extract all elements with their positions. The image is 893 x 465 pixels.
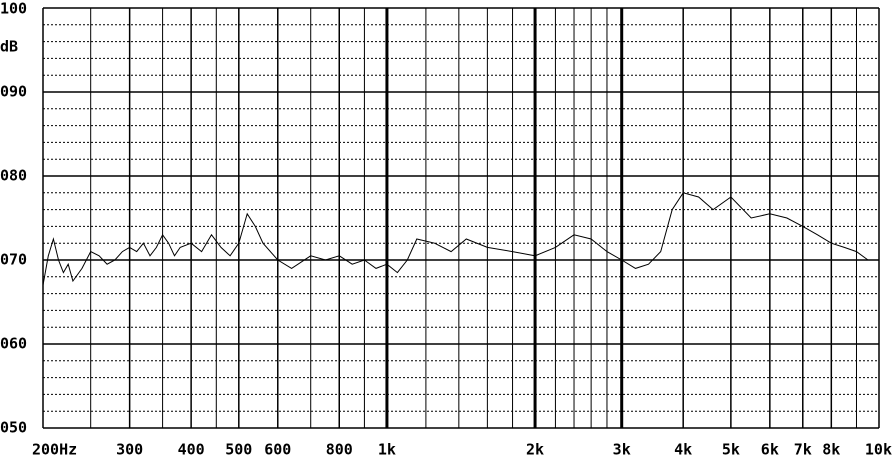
x-tick-label: 7k (794, 441, 812, 459)
y-tick-label: 070 (0, 251, 27, 269)
y-tick-label: 050 (0, 419, 27, 437)
response-curve (42, 192, 869, 286)
x-tick-label: 400 (178, 441, 205, 459)
x-tick-label: 4k (674, 441, 692, 459)
x-tick-label: 10k (865, 441, 892, 459)
x-tick-label: 2k (526, 441, 544, 459)
x-tick-label: 600 (264, 441, 291, 459)
x-tick-label: 500 (225, 441, 252, 459)
x-tick-label: 6k (761, 441, 779, 459)
x-tick-label: 300 (116, 441, 143, 459)
x-tick-label: 8k (822, 441, 840, 459)
x-tick-label: 3k (613, 441, 631, 459)
x-tick-label: 800 (326, 441, 353, 459)
y-tick-label: 060 (0, 335, 27, 353)
x-tick-label: 5k (722, 441, 740, 459)
y-axis-label: dB (0, 38, 18, 56)
x-tick-label: 1k (378, 441, 396, 459)
y-tick-label: 090 (0, 83, 27, 101)
x-tick-label: 200Hz (32, 441, 77, 459)
y-tick-label: 080 (0, 167, 27, 185)
y-tick-label: 100 (0, 0, 27, 18)
